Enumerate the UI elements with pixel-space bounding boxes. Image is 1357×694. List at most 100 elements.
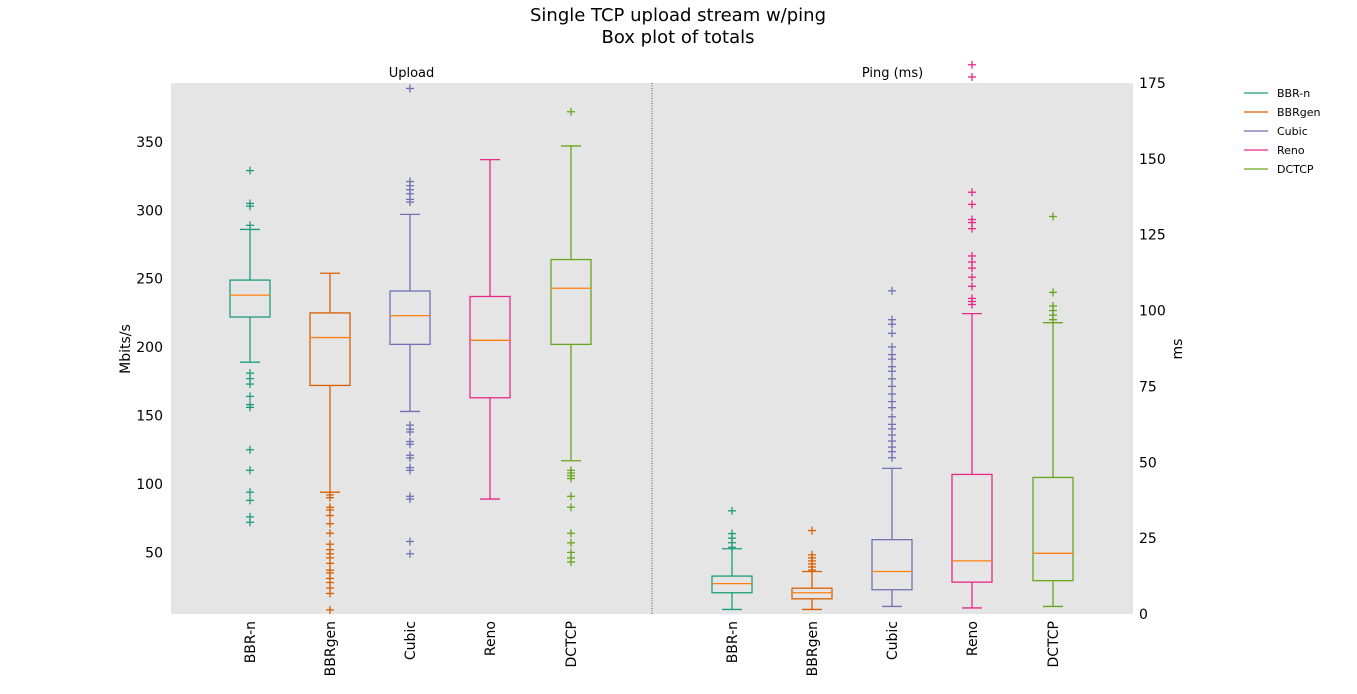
outlier-point <box>246 369 254 378</box>
outlier-point <box>888 412 896 421</box>
outlier-point <box>888 362 896 371</box>
x-tick-label: Reno <box>965 621 981 656</box>
outlier-point <box>968 251 976 260</box>
x-tick-label: DCTCP <box>1046 621 1062 668</box>
outlier-point <box>728 506 736 515</box>
y-tick-label: 100 <box>136 477 163 493</box>
outlier-point <box>968 72 976 81</box>
outlier-point <box>246 392 254 401</box>
y-tick-label: 50 <box>1139 455 1157 471</box>
outlier-point <box>888 397 896 406</box>
outlier-point <box>1049 288 1057 297</box>
outlier-point <box>567 107 575 116</box>
legend-entry: BBR-n <box>1244 87 1310 100</box>
box-cubic <box>389 84 431 558</box>
chart-title: Single TCP upload stream w/ping <box>530 5 826 26</box>
outlier-point <box>567 492 575 501</box>
x-tick-label: BBR-n <box>725 621 741 663</box>
subplot-upload: Upload 50 100 150 200 250 300 350 Mbits/s BBR-n BB… <box>118 66 592 676</box>
box-cubic <box>871 286 913 608</box>
outlier-point <box>406 549 414 558</box>
outlier-point <box>968 60 976 69</box>
box-iqr <box>229 279 271 318</box>
outlier-point <box>888 286 896 295</box>
outlier-point <box>246 445 254 454</box>
outlier-point <box>728 529 736 538</box>
outlier-point <box>246 400 254 409</box>
outlier-point <box>406 537 414 546</box>
outlier-point <box>567 529 575 538</box>
subplot-title: Ping (ms) <box>862 66 923 81</box>
chart-subtitle: Box plot of totals <box>601 27 754 48</box>
legend: BBR-n BBRgen Cubic Reno DCTCP <box>1244 87 1320 176</box>
outlier-point <box>567 538 575 547</box>
y-tick-label: 100 <box>1139 304 1166 320</box>
outlier-point <box>406 492 414 501</box>
x-tick-label: BBRgen <box>805 621 821 676</box>
outlier-point <box>326 605 334 614</box>
box-iqr <box>469 295 511 399</box>
box-iqr <box>791 587 833 600</box>
outlier-point <box>406 451 414 460</box>
outlier-point <box>567 503 575 512</box>
y-tick-label: 350 <box>136 135 163 151</box>
outlier-point <box>246 488 254 497</box>
outlier-point <box>246 496 254 505</box>
y-tick-label: 250 <box>136 272 163 288</box>
box-bbr-n <box>711 506 753 611</box>
y-tick-label: 125 <box>1139 228 1166 244</box>
x-tick-label: Cubic <box>885 621 901 660</box>
box-iqr <box>871 539 913 591</box>
box-iqr <box>309 312 351 387</box>
outlier-point <box>246 199 254 208</box>
legend-entry: BBRgen <box>1244 106 1320 119</box>
outlier-point <box>888 420 896 429</box>
y-tick-label: 175 <box>1139 76 1166 92</box>
legend-entry: Reno <box>1244 144 1305 157</box>
y-tick-label: 25 <box>1139 531 1157 547</box>
x-tick-label: BBRgen <box>323 621 339 676</box>
outlier-point <box>567 466 575 475</box>
outlier-point <box>968 282 976 291</box>
legend-label: Cubic <box>1277 125 1308 138</box>
legend-label: BBR-n <box>1277 87 1310 100</box>
outlier-point <box>246 221 254 230</box>
outlier-point <box>406 421 414 430</box>
outlier-point <box>326 529 334 538</box>
outlier-point <box>406 437 414 446</box>
box-dctcp <box>1032 212 1074 608</box>
box-iqr <box>1032 476 1074 582</box>
y-tick-label: 150 <box>136 409 163 425</box>
legend-label: BBRgen <box>1277 106 1320 119</box>
outlier-point <box>888 329 896 338</box>
box-reno <box>951 60 993 609</box>
outlier-point <box>326 540 334 549</box>
outlier-point <box>406 463 414 472</box>
outlier-point <box>888 390 896 399</box>
legend-label: Reno <box>1277 144 1305 157</box>
outlier-point <box>888 315 896 324</box>
box-bbrgen <box>791 526 833 611</box>
box-reno <box>469 158 511 500</box>
outlier-point <box>968 294 976 303</box>
legend-entry: Cubic <box>1244 125 1308 138</box>
outlier-point <box>808 526 816 535</box>
outlier-point <box>968 273 976 282</box>
y-tick-label: 50 <box>145 545 163 561</box>
outlier-point <box>968 188 976 197</box>
outlier-point <box>888 382 896 391</box>
outlier-point <box>326 519 334 528</box>
outlier-point <box>567 548 575 557</box>
outlier-point <box>1049 302 1057 311</box>
y-tick-label: 0 <box>1139 607 1148 623</box>
outlier-point <box>808 550 816 559</box>
outlier-point <box>246 166 254 175</box>
y-axis-label: Mbits/s <box>118 324 134 374</box>
y-tick-label: 300 <box>136 203 163 219</box>
x-tick-label: Cubic <box>403 621 419 660</box>
box-dctcp <box>550 107 592 566</box>
outlier-point <box>888 342 896 351</box>
